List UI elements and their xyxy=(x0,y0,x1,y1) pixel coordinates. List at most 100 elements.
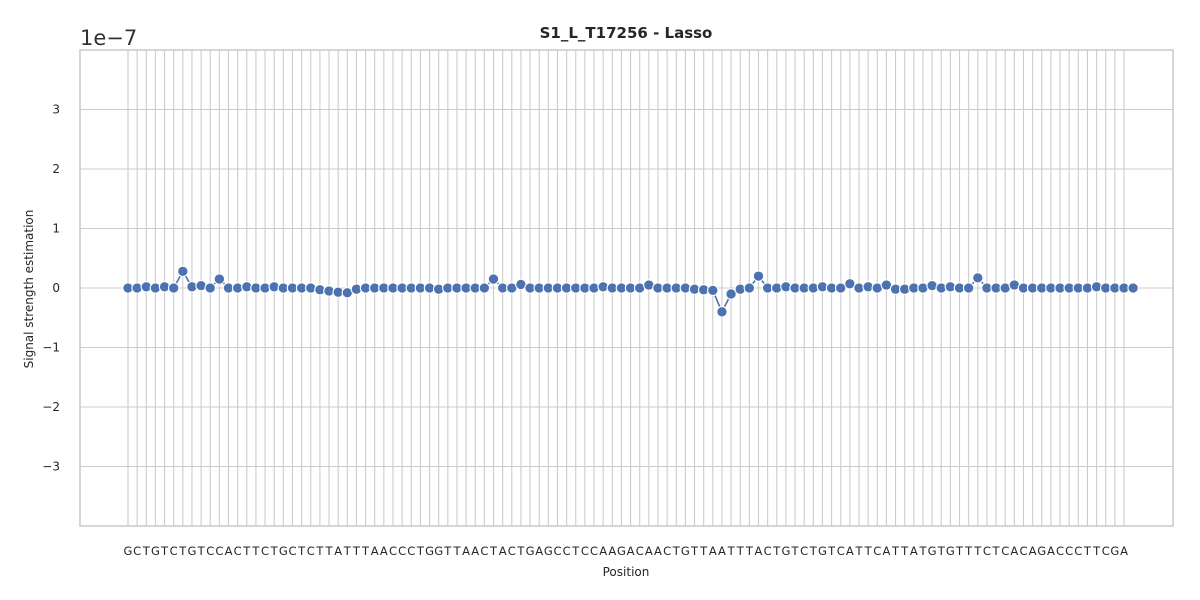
x-tick-label: A xyxy=(225,544,233,558)
x-tick-label: T xyxy=(727,544,736,558)
x-tick-label: T xyxy=(270,544,279,558)
y-axis-label: Signal strength estimation xyxy=(22,210,36,369)
x-tick-label: T xyxy=(955,544,964,558)
x-tick-label: T xyxy=(325,544,334,558)
y-tick-label: −2 xyxy=(42,400,60,414)
x-tick-label: T xyxy=(690,544,699,558)
x-tick-label: G xyxy=(818,544,827,558)
x-tick-label: T xyxy=(315,544,324,558)
x-tick-label: A xyxy=(627,544,635,558)
x-tick-label: A xyxy=(654,544,662,558)
x-tick-label: A xyxy=(334,544,342,558)
x-tick-label: T xyxy=(891,544,900,558)
data-point xyxy=(743,282,756,294)
data-point xyxy=(305,282,317,294)
x-tick-label: C xyxy=(563,544,571,558)
x-tick-label: G xyxy=(425,544,434,558)
x-tick-label: A xyxy=(371,544,379,558)
x-tick-label: T xyxy=(352,544,361,558)
x-tick-label: C xyxy=(508,544,516,558)
x-tick-label: C xyxy=(1019,544,1027,558)
x-tick-label: G xyxy=(781,544,790,558)
x-tick-label: A xyxy=(846,544,854,558)
x-tick-label: T xyxy=(242,544,251,558)
x-tick-label: A xyxy=(718,544,726,558)
x-tick-label: T xyxy=(1092,544,1101,558)
x-tick-label: T xyxy=(864,544,873,558)
x-tick-label: T xyxy=(416,544,425,558)
x-tick-label: C xyxy=(307,544,315,558)
x-tick-label: G xyxy=(188,544,197,558)
data-point xyxy=(707,284,719,297)
x-tick-label: T xyxy=(571,544,580,558)
x-tick-label: G xyxy=(1110,544,1119,558)
x-tick-label: C xyxy=(480,544,488,558)
x-tick-label: G xyxy=(928,544,937,558)
x-tick-label: A xyxy=(499,544,507,558)
x-tick-label: C xyxy=(1102,544,1110,558)
x-tick-label: A xyxy=(380,544,388,558)
y-tick-label: 0 xyxy=(52,281,60,295)
x-tick-label: C xyxy=(288,544,296,558)
x-tick-label: C xyxy=(636,544,644,558)
x-tick-label: A xyxy=(462,544,470,558)
data-point xyxy=(204,282,216,294)
x-tick-label: C xyxy=(590,544,598,558)
x-tick-label: C xyxy=(398,544,406,558)
x-tick-label: C xyxy=(133,544,141,558)
x-tick-label: T xyxy=(160,544,169,558)
x-tick-label: G xyxy=(526,544,535,558)
x-tick-label: T xyxy=(827,544,836,558)
data-point xyxy=(177,265,189,278)
x-tick-label: C xyxy=(1001,544,1009,558)
x-tick-label: C xyxy=(663,544,671,558)
x-tick-label: T xyxy=(772,544,781,558)
data-point xyxy=(962,282,975,294)
x-tick-label: C xyxy=(1056,544,1064,558)
x-tick-label: T xyxy=(297,544,306,558)
chart-title: S1_L_T17256 - Lasso xyxy=(540,24,713,42)
y-tick-label: 1 xyxy=(52,222,60,236)
data-point xyxy=(752,270,765,282)
x-tick-label: G xyxy=(681,544,690,558)
x-tick-label: T xyxy=(918,544,927,558)
x-tick-label: C xyxy=(170,544,178,558)
x-tick-label: C xyxy=(1065,544,1073,558)
x-tick-label: C xyxy=(983,544,991,558)
x-tick-label: G xyxy=(124,544,133,558)
x-tick-label: G xyxy=(946,544,955,558)
data-point xyxy=(716,306,728,318)
x-tick-label: C xyxy=(407,544,415,558)
x-tick-label: A xyxy=(599,544,607,558)
x-tick-label: T xyxy=(452,544,461,558)
x-tick-label: C xyxy=(764,544,772,558)
y-scale-label: 1e−7 xyxy=(80,26,137,50)
x-tick-label: A xyxy=(882,544,890,558)
x-tick-label: T xyxy=(251,544,260,558)
x-tick-label: C xyxy=(800,544,808,558)
data-point xyxy=(478,282,491,294)
x-tick-label: T xyxy=(1083,544,1092,558)
x-tick-label: T xyxy=(900,544,909,558)
x-tick-label: T xyxy=(973,544,982,558)
x-tick-label: C xyxy=(261,544,269,558)
x-tick-label: C xyxy=(837,544,845,558)
data-point xyxy=(167,282,180,294)
x-tick-label: C xyxy=(553,544,561,558)
data-point xyxy=(487,273,500,285)
x-tick-label: T xyxy=(992,544,1001,558)
x-tick-label: A xyxy=(1047,544,1055,558)
x-tick-label: C xyxy=(389,544,397,558)
x-tick-label: T xyxy=(489,544,498,558)
x-tick-label: T xyxy=(443,544,452,558)
x-tick-label: C xyxy=(1074,544,1082,558)
x-tick-label: T xyxy=(745,544,754,558)
x-tick-label: C xyxy=(581,544,589,558)
x-tick-label: A xyxy=(1010,544,1018,558)
x-tick-label: G xyxy=(1037,544,1046,558)
x-tick-label: C xyxy=(206,544,214,558)
x-tick-label: T xyxy=(736,544,745,558)
x-tick-label: A xyxy=(755,544,763,558)
